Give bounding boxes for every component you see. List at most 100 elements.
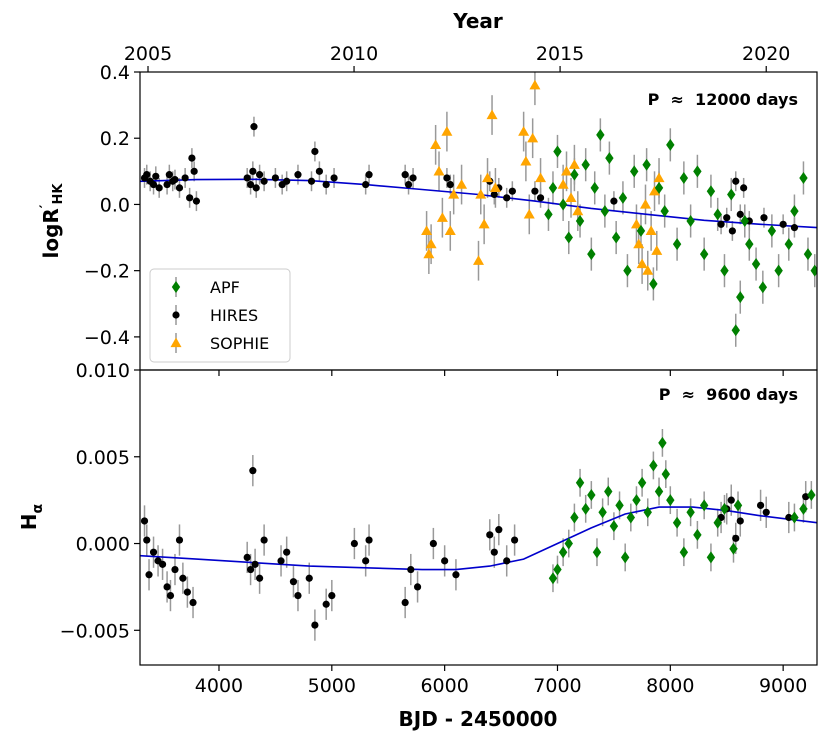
top-hires-point — [409, 174, 417, 182]
legend-hires-marker — [172, 311, 180, 319]
top-apf-point — [611, 231, 621, 244]
top-hires-point — [779, 220, 787, 228]
top-sophie-point — [523, 208, 535, 219]
top-apf-point — [666, 138, 675, 151]
bottom-apf-point — [604, 485, 613, 498]
top-sophie-point — [456, 179, 468, 189]
bottom-hires-point — [277, 557, 285, 565]
top-apf-point — [803, 248, 813, 261]
top-sophie-point — [561, 165, 573, 176]
top-apf-point — [649, 277, 658, 290]
legend-hires-label: HIRES — [210, 306, 258, 325]
top-sophie-point — [649, 185, 661, 196]
bottom-hires-point — [256, 574, 264, 582]
top-apf-point — [544, 208, 553, 221]
top-hires-point — [610, 197, 618, 205]
bottom-y-tick-label: −0.005 — [60, 620, 130, 642]
x-axis-title: BJD - 2450000 — [399, 707, 558, 731]
top-apf-point — [623, 264, 632, 277]
top-sophie-point — [430, 139, 442, 149]
top-hires-point — [503, 194, 511, 202]
bottom-hires-point — [143, 536, 151, 544]
top-apf-point — [758, 281, 768, 294]
top-apf-point — [642, 158, 651, 171]
bottom-y-axis-title: Hα — [17, 503, 46, 530]
bottom-y-tick-label: 0.010 — [76, 360, 130, 382]
bottom-apf-point — [729, 542, 738, 555]
top-apf-point — [751, 258, 761, 271]
bottom-hires-point — [260, 536, 268, 544]
top-apf-point — [618, 191, 628, 204]
top-hires-point — [190, 167, 198, 175]
top-hires-point — [362, 180, 370, 189]
top-sophie-point — [423, 248, 435, 259]
top-sophie-point — [568, 159, 580, 169]
x-tick-label: 4000 — [195, 675, 243, 697]
top-hires-point — [443, 174, 451, 182]
bottom-apf-point — [661, 468, 671, 481]
bottom-hires-point — [350, 539, 358, 548]
top-apf-point — [784, 238, 793, 251]
top-apf-point — [706, 185, 716, 198]
bottom-apf-point — [658, 436, 667, 449]
bottom-apf-point — [706, 551, 716, 564]
top-sophie-point — [565, 192, 577, 202]
top-sophie-point — [636, 258, 648, 269]
top-y-tick-label: −0.4 — [84, 327, 130, 349]
legend: APF HIRES SOPHIE — [149, 268, 291, 363]
top-hires-point — [446, 180, 454, 189]
bottom-apf-point — [807, 488, 816, 501]
bottom-hires-point — [189, 598, 197, 607]
top-period-annotation: P ≈ 12000 days — [648, 90, 798, 109]
top-sophie-point — [489, 182, 501, 193]
top-apf-point — [630, 165, 639, 178]
bottom-apf-point — [693, 528, 702, 541]
top-hires-point — [249, 167, 257, 175]
bottom-apf-point — [686, 506, 695, 519]
top-hires-point — [740, 184, 748, 192]
top-sophie-point — [630, 218, 642, 229]
top-hires-point — [315, 167, 324, 175]
bottom-model-curve — [140, 506, 817, 571]
bottom-apf-point — [553, 563, 562, 576]
bottom-hires-point — [322, 600, 330, 608]
top-apf-point — [731, 324, 740, 337]
bottom-apf-point — [666, 494, 675, 507]
bottom-hires-point — [762, 508, 770, 516]
top-apf-point — [596, 128, 605, 141]
top-apf-point — [570, 168, 579, 181]
bottom-apf-point — [581, 502, 590, 515]
top-hires-point — [186, 194, 194, 202]
bottom-hires-point — [166, 591, 175, 600]
bottom-period-annotation: P ≈ 9600 days — [659, 385, 798, 404]
x-tick-label: 7000 — [533, 675, 581, 697]
top-apf-point — [590, 181, 599, 194]
bottom-apf-point — [570, 511, 579, 524]
bottom-hires-point — [328, 591, 336, 600]
top-apf-point — [810, 264, 817, 277]
top-hires-point — [163, 180, 171, 189]
legend-sophie-label: SOPHIE — [210, 334, 269, 353]
top-hires-point — [252, 184, 260, 192]
top-sophie-point — [633, 238, 645, 249]
top-hires-point — [536, 194, 545, 202]
bottom-apf-point — [620, 551, 630, 564]
top-sophie-point — [645, 225, 657, 236]
top-y-tick-label: 0.2 — [100, 128, 130, 150]
top-sophie-point — [527, 132, 539, 143]
bottom-hires-point — [401, 598, 409, 607]
bottom-hires-point — [511, 536, 519, 544]
top-sophie-point — [529, 79, 541, 90]
top-sophie-point — [473, 255, 484, 265]
top-hires-point — [243, 174, 251, 182]
top-hires-point — [508, 187, 516, 195]
bottom-hires-point — [785, 513, 793, 522]
bottom-hires-point — [163, 583, 171, 591]
year-tick-label: 2015 — [536, 43, 584, 65]
year-tick-label: 2010 — [330, 43, 378, 65]
top-hires-point — [728, 227, 736, 235]
top-apf-point — [558, 198, 568, 211]
bottom-hires-point — [413, 583, 422, 591]
